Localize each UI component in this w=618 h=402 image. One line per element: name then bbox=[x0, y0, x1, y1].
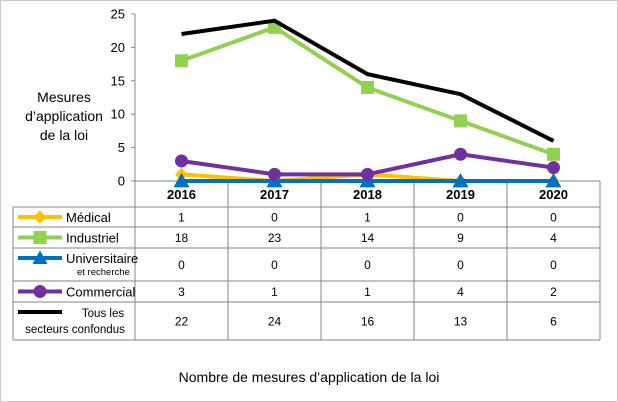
legend-swatch-marker bbox=[33, 285, 47, 298]
series-3 bbox=[173, 173, 562, 188]
legend-label: Universitaire bbox=[66, 251, 138, 266]
x-tick-label: 2016 bbox=[167, 187, 196, 202]
table-cell-value: 4 bbox=[550, 231, 557, 245]
table-cell-value: 14 bbox=[361, 231, 375, 245]
legend-label-sub: et recherche bbox=[77, 267, 130, 278]
table-cell-value: 22 bbox=[175, 315, 189, 329]
table-cell-value: 0 bbox=[550, 258, 557, 272]
series-line bbox=[181, 18, 555, 143]
data-point bbox=[454, 114, 467, 128]
series-5 bbox=[181, 18, 555, 143]
table-cell-value: 4 bbox=[457, 285, 464, 299]
table-cell-value: 0 bbox=[457, 211, 464, 225]
legend-entry: Industriel bbox=[18, 231, 119, 246]
x-tick-label: 2020 bbox=[539, 187, 568, 202]
table-cell-value: 2 bbox=[550, 285, 557, 299]
table-cell-value: 0 bbox=[178, 258, 185, 272]
table-cell-value: 1 bbox=[364, 211, 371, 225]
y-axis-label-line: Mesures bbox=[37, 89, 91, 105]
table-cell-value: 0 bbox=[271, 211, 278, 225]
y-tick-label: 25 bbox=[111, 7, 125, 22]
y-tick-label: 0 bbox=[118, 174, 125, 189]
table-cell-value: 3 bbox=[178, 285, 185, 299]
data-point bbox=[175, 154, 188, 168]
legend-entry: Commercial bbox=[18, 285, 135, 300]
data-point bbox=[547, 161, 560, 175]
series-2 bbox=[175, 20, 560, 161]
table-cell-value: 1 bbox=[271, 285, 278, 299]
data-point bbox=[268, 167, 281, 181]
y-axis-label-line: de la loi bbox=[40, 127, 88, 143]
x-tick-label: 2019 bbox=[446, 187, 475, 202]
data-point bbox=[361, 80, 374, 94]
legend-swatch-marker bbox=[33, 210, 47, 224]
y-tick-label: 10 bbox=[111, 107, 125, 122]
table-cell-value: 24 bbox=[268, 315, 282, 329]
legend-entry: Médical bbox=[18, 210, 111, 225]
table-cell-value: 23 bbox=[268, 231, 282, 245]
data-point bbox=[547, 147, 560, 161]
legend-label-sub: secteurs confondus bbox=[25, 324, 125, 336]
table-cell-value: 0 bbox=[271, 258, 278, 272]
legend-entry: Tous les secteurs confondus bbox=[18, 308, 125, 336]
data-point bbox=[454, 147, 467, 161]
table-cell-value: 16 bbox=[361, 315, 375, 329]
x-tick-label: 2018 bbox=[353, 187, 382, 202]
data-point bbox=[545, 173, 562, 188]
table-cell-value: 0 bbox=[457, 258, 464, 272]
table-cell-value: 18 bbox=[175, 231, 189, 245]
x-axis-label: Nombre de mesures d’application de la lo… bbox=[178, 369, 440, 385]
table-cell-value: 1 bbox=[178, 211, 185, 225]
table-cell-value: 9 bbox=[457, 231, 464, 245]
data-point bbox=[173, 173, 190, 188]
data-point bbox=[175, 54, 188, 68]
table-cell-value: 6 bbox=[550, 315, 557, 329]
series-4 bbox=[175, 147, 560, 181]
legend-swatch-marker bbox=[32, 250, 48, 264]
y-axis-label-line: d’application bbox=[25, 108, 103, 124]
legend-label: Industriel bbox=[66, 231, 119, 246]
legend-swatch-marker bbox=[33, 231, 47, 244]
legend-label: Commercial bbox=[66, 285, 135, 300]
data-point bbox=[361, 167, 374, 181]
data-point bbox=[452, 173, 469, 188]
y-tick-label: 20 bbox=[111, 40, 125, 55]
table-cell-value: 0 bbox=[364, 258, 371, 272]
table-cell-value: 13 bbox=[454, 315, 468, 329]
legend-label: Médical bbox=[66, 210, 111, 225]
x-tick-label: 2017 bbox=[260, 187, 289, 202]
table-cell-value: 0 bbox=[550, 211, 557, 225]
table-cell-value: 1 bbox=[364, 285, 371, 299]
legend-label: Tous les bbox=[82, 308, 124, 320]
y-tick-label: 15 bbox=[111, 73, 125, 88]
y-tick-label: 5 bbox=[118, 140, 125, 155]
